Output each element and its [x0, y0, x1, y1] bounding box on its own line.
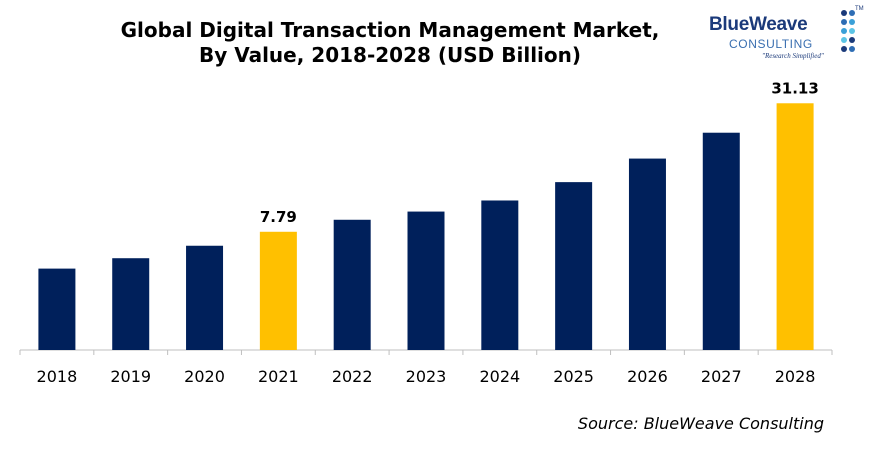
logo-tagline: "Research Simplified"	[762, 52, 824, 60]
logo-dot	[841, 19, 847, 25]
bar-2019	[112, 258, 150, 350]
logo-trademark: TM	[855, 6, 864, 12]
data-label-2028: 31.13	[771, 79, 818, 97]
logo-dot	[841, 37, 847, 43]
x-tick-label-2027: 2027	[701, 367, 742, 386]
logo-name: BlueWeave	[709, 14, 808, 35]
x-tick-label-2022: 2022	[332, 367, 373, 386]
source-note: Source: BlueWeave Consulting	[577, 414, 824, 433]
x-tick-label-2023: 2023	[406, 367, 447, 386]
logo-dot	[849, 28, 855, 34]
chart-title-line-2: By Value, 2018-2028 (USD Billion)	[198, 43, 582, 67]
logo-dot	[841, 10, 847, 16]
logo-dot	[841, 46, 847, 52]
logo-subtitle: CONSULTING	[729, 37, 813, 51]
bar-2021	[259, 231, 297, 350]
logo-dot	[849, 10, 855, 16]
logo-dot	[849, 19, 855, 25]
logo-dot	[849, 37, 855, 43]
bar-2027	[702, 132, 740, 350]
chart-title-line-1: Global Digital Transaction Management Ma…	[120, 18, 660, 42]
x-tick-label-2020: 2020	[184, 367, 225, 386]
x-tick-label-2021: 2021	[258, 367, 299, 386]
chart-title: Global Digital Transaction Management Ma…	[60, 18, 720, 68]
bar-2025	[555, 182, 593, 350]
x-tick-label-2026: 2026	[627, 367, 668, 386]
logo-dot	[849, 46, 855, 52]
x-tick-label-2019: 2019	[110, 367, 151, 386]
bar-2022	[333, 219, 371, 350]
x-tick-label-2018: 2018	[37, 367, 78, 386]
logo-dots-icon	[841, 10, 855, 52]
bar-2028	[776, 103, 814, 350]
bar-2023	[407, 211, 445, 350]
data-label-2021: 7.79	[260, 208, 297, 226]
bar-2026	[628, 158, 666, 350]
bluewеave-logo: BlueWeave CONSULTING "Research Simplifie…	[705, 6, 865, 66]
bar-2024	[481, 200, 519, 350]
x-tick-label-2028: 2028	[775, 367, 816, 386]
x-tick-label-2025: 2025	[553, 367, 594, 386]
bar-2020	[186, 245, 224, 350]
logo-dot	[841, 28, 847, 34]
bar-2018	[38, 268, 76, 350]
x-tick-label-2024: 2024	[479, 367, 520, 386]
